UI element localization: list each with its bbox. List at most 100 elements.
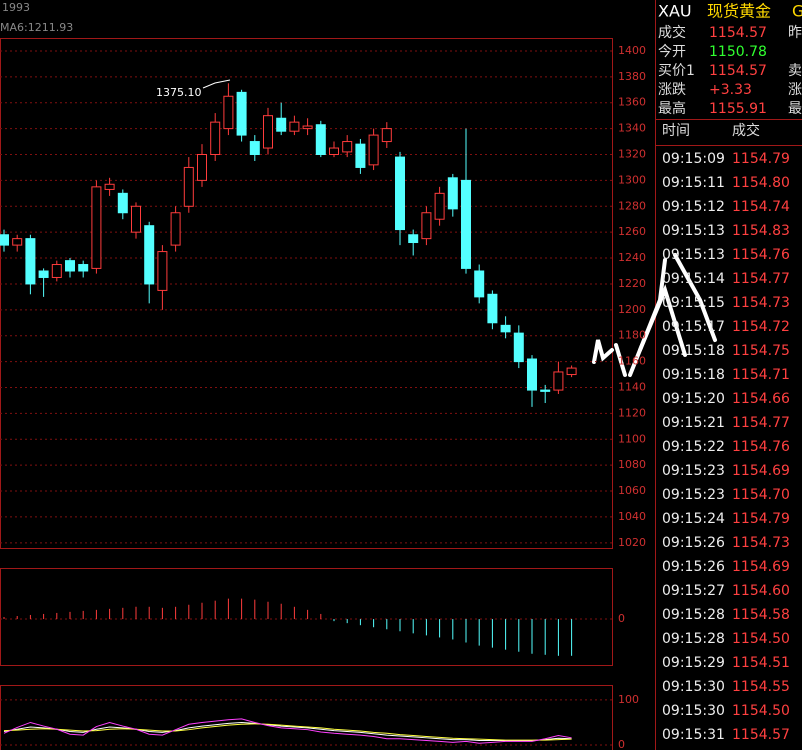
- y-tick-label: 1200: [618, 303, 646, 316]
- candle-body: [131, 205, 141, 233]
- tick-price: 1154.76: [732, 439, 790, 455]
- quote-side: 昨: [788, 25, 802, 41]
- tick-time: 09:15:24: [662, 511, 725, 527]
- y-tick-label: 1260: [618, 225, 646, 238]
- y-tick-label: 1280: [618, 199, 646, 212]
- candle-body: [236, 91, 247, 136]
- y-tick-label: 1120: [618, 406, 646, 419]
- ma-label: MA6:1211.93: [0, 21, 73, 34]
- candle-body: [183, 166, 194, 207]
- arrow: [592, 339, 614, 364]
- y-tick-label: 1140: [618, 380, 646, 393]
- candle-body: [197, 153, 207, 181]
- symbol: XAU: [658, 2, 692, 21]
- candle-body: [210, 121, 221, 155]
- candle-body: [144, 225, 155, 285]
- tick-price: 1154.69: [732, 559, 790, 575]
- indicator-line: [3, 721, 572, 742]
- candle-body: [381, 128, 392, 143]
- candle-body: [38, 270, 49, 278]
- quote-value: 1154.57: [709, 63, 767, 79]
- tick-time: 09:15:17: [662, 319, 725, 335]
- quote-value: 1150.78: [709, 44, 767, 60]
- kdj-frame: [0, 685, 613, 750]
- quote-value: +3.33: [709, 82, 752, 98]
- tick-time: 09:15:22: [662, 439, 725, 455]
- tick-time: 09:15:26: [662, 559, 725, 575]
- tick-time: 09:15:31: [662, 727, 725, 743]
- instrument-name: 现货黄金: [707, 2, 771, 21]
- candle-body: [117, 192, 128, 214]
- tick-time: 09:15:15: [662, 295, 725, 311]
- tick-price: 1154.50: [732, 631, 790, 647]
- tick-time: 09:15:13: [662, 247, 725, 263]
- chart-title: 1993: [2, 1, 30, 14]
- tick-time: 09:15:09: [662, 151, 725, 167]
- tick-price: 1154.80: [732, 175, 790, 191]
- candle-body: [540, 389, 551, 392]
- tick-price: 1154.51: [732, 655, 790, 671]
- candle-body: [78, 264, 89, 272]
- tick-price: 1154.83: [732, 223, 790, 239]
- arrow: [638, 284, 687, 357]
- tick-time: 09:15:30: [662, 679, 725, 695]
- y-tick-label: 1400: [618, 44, 646, 57]
- y-tick-label: 0: [618, 612, 625, 625]
- y-tick-label: 1080: [618, 458, 646, 471]
- y-tick-label: 1180: [618, 329, 646, 342]
- candle-body: [566, 367, 577, 376]
- y-tick-label: 1220: [618, 277, 646, 290]
- tick-time: 09:15:14: [662, 271, 725, 287]
- candle-body: [315, 124, 326, 155]
- quote-side: 最: [788, 101, 802, 117]
- tick-time: 09:15:27: [662, 583, 725, 599]
- tick-time: 09:15:18: [662, 343, 725, 359]
- quote-label: 成交: [658, 24, 686, 41]
- candle-body: [487, 293, 498, 324]
- candle-body: [170, 212, 181, 246]
- arrow: [614, 343, 627, 377]
- tick-time: 09:15:28: [662, 631, 725, 647]
- tick-time: 09:15:13: [662, 223, 725, 239]
- candle-body: [249, 141, 260, 155]
- quote-label: 最高: [658, 100, 686, 117]
- tick-price: 1154.57: [732, 727, 790, 743]
- arrow: [673, 253, 717, 342]
- y-tick-label: 1040: [618, 510, 646, 523]
- y-tick-label: 1300: [618, 173, 646, 186]
- tick-price: 1154.74: [732, 199, 790, 215]
- candle-body: [91, 186, 102, 269]
- instrument-extra: G: [792, 2, 802, 21]
- y-tick-label: 1160: [618, 355, 646, 368]
- tick-price: 1154.75: [732, 343, 790, 359]
- candle-body: [421, 212, 432, 240]
- candle-body: [157, 251, 168, 291]
- annotation-leader: [202, 79, 231, 89]
- main-frame: [0, 38, 613, 549]
- high-annotation: 1375.10: [156, 86, 202, 99]
- candle-body: [12, 238, 23, 246]
- candle-body: [461, 179, 471, 269]
- tick-price: 1154.77: [732, 271, 790, 287]
- tick-time: 09:15:29: [662, 655, 725, 671]
- quote-label: 买价1: [658, 63, 695, 79]
- candle-body: [447, 177, 458, 210]
- y-tick-label: 1060: [618, 484, 646, 497]
- tick-time: 09:15:11: [662, 175, 725, 191]
- y-tick-label: 1360: [618, 96, 646, 109]
- tick-time: 09:15:23: [662, 463, 725, 479]
- candle-body: [368, 134, 379, 166]
- quote-side: 卖: [788, 63, 802, 79]
- tick-price: 1154.66: [732, 391, 790, 407]
- tick-price: 1154.50: [732, 703, 790, 719]
- tick-price: 1154.79: [732, 151, 790, 167]
- macd-frame: [0, 568, 613, 666]
- quote-value: 1154.57: [709, 25, 767, 41]
- quote-label: 涨跌: [658, 82, 686, 98]
- candle-body: [408, 234, 419, 244]
- tick-price: 1154.72: [732, 319, 790, 335]
- indicator-line: [3, 723, 572, 741]
- tick-time: 09:15:12: [662, 199, 725, 215]
- y-tick-label: 1240: [618, 251, 646, 264]
